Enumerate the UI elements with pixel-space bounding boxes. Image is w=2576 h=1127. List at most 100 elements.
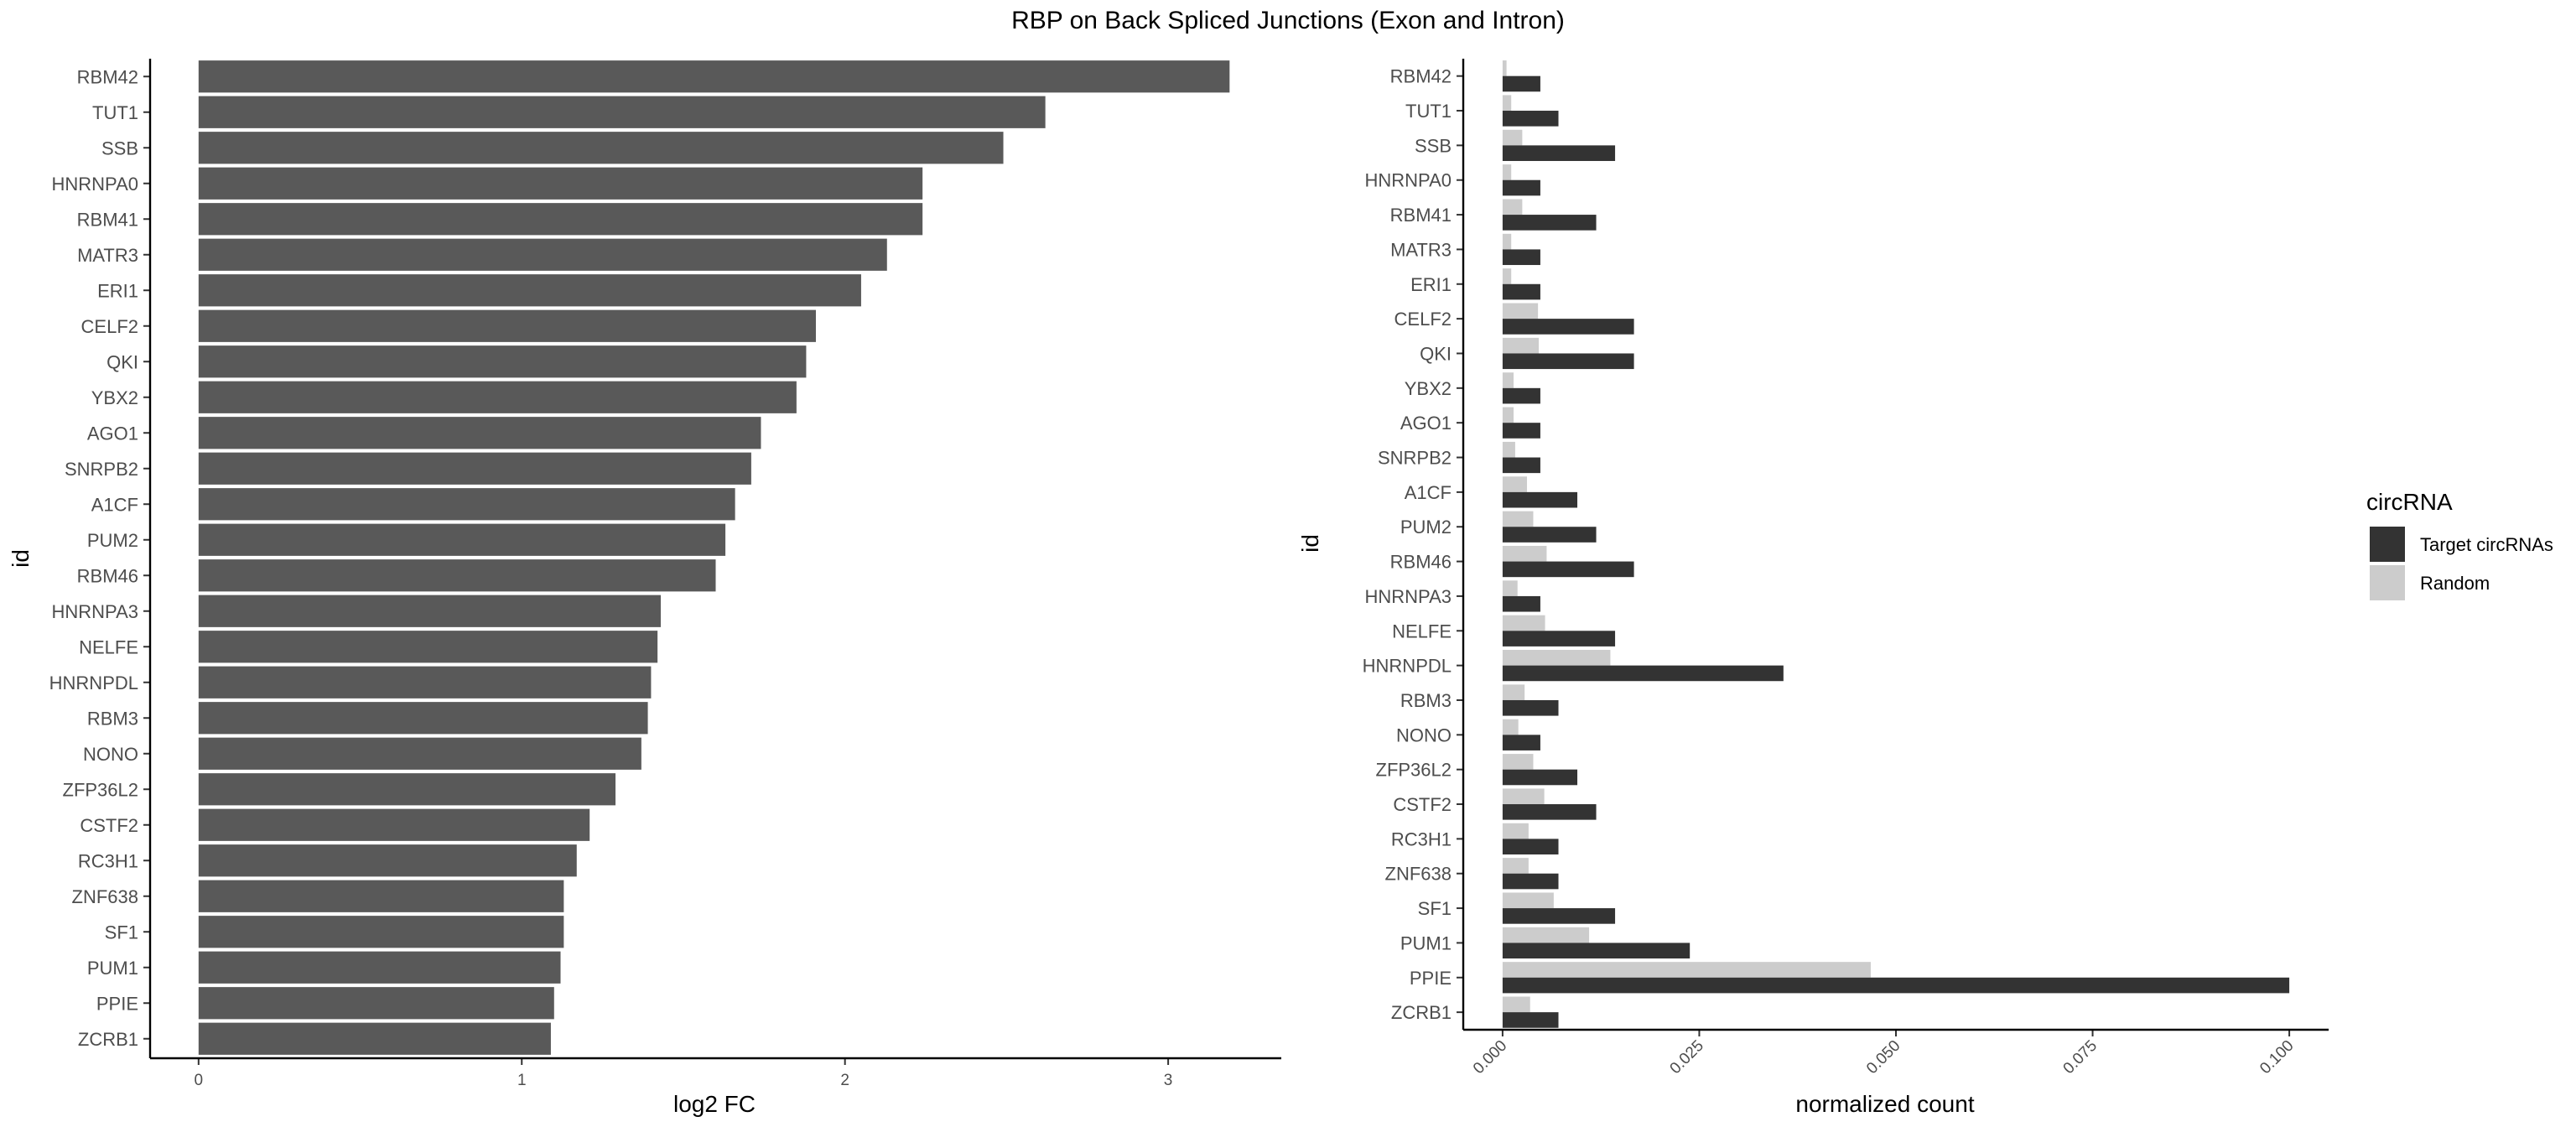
target-bar-hnrnpa0 xyxy=(1502,179,1540,196)
random-bar-ybx2 xyxy=(1502,372,1514,388)
left-y-label-rbm41: RBM41 xyxy=(77,209,138,230)
target-bar-hnrnpdl xyxy=(1502,665,1784,682)
target-bar-sf1 xyxy=(1502,908,1616,924)
bar-hnrnpa3 xyxy=(198,595,661,627)
left-y-label-eri1: ERI1 xyxy=(97,280,138,301)
right-y-label-hnrnpa3: HNRNPA3 xyxy=(1364,586,1452,607)
bar-rc3h1 xyxy=(198,844,577,877)
right-y-label-rbm41: RBM41 xyxy=(1390,205,1452,226)
right-y-label-celf2: CELF2 xyxy=(1394,309,1452,330)
right-bars xyxy=(1502,60,2290,1028)
target-bar-qki xyxy=(1502,353,1634,370)
right-y-label-nelfe: NELFE xyxy=(1392,621,1452,641)
left-y-label-zcrb1: ZCRB1 xyxy=(78,1029,138,1050)
target-bar-rbm42 xyxy=(1502,75,1540,92)
target-bar-ybx2 xyxy=(1502,387,1540,404)
left-y-label-qki: QKI xyxy=(106,351,138,372)
random-bar-hnrnpa3 xyxy=(1502,580,1518,596)
right-y-label-ppie: PPIE xyxy=(1410,968,1452,989)
random-bar-matr3 xyxy=(1502,233,1512,250)
right-y-label-rbm42: RBM42 xyxy=(1390,66,1452,87)
left-y-label-sf1: SF1 xyxy=(105,922,138,943)
random-bar-rc3h1 xyxy=(1502,823,1529,839)
bar-zfp36l2 xyxy=(198,773,616,806)
random-bar-tut1 xyxy=(1502,95,1512,112)
right-y-label-cstf2: CSTF2 xyxy=(1393,794,1452,815)
random-bar-zfp36l2 xyxy=(1502,754,1534,770)
target-bar-rbm3 xyxy=(1502,699,1559,716)
left-panel: RBM42 TUT1 SSB HNRNPA0 RBM41 MATR3 ERI1 CELF2 QK… xyxy=(8,59,1281,1117)
bar-matr3 xyxy=(198,238,887,271)
target-bar-ago1 xyxy=(1502,423,1540,439)
left-y-label-ago1: AGO1 xyxy=(87,423,138,444)
target-bar-tut1 xyxy=(1502,111,1559,127)
left-y-label-ssb: SSB xyxy=(101,138,138,158)
bar-pum1 xyxy=(198,951,561,984)
bar-a1cf xyxy=(198,488,735,521)
right-y-label-ssb: SSB xyxy=(1415,135,1452,156)
bar-ppie xyxy=(198,987,554,1020)
right-y-label-ago1: AGO1 xyxy=(1400,413,1452,434)
left-y-label-cstf2: CSTF2 xyxy=(80,815,138,836)
right-y-label-znf638: ZNF638 xyxy=(1385,864,1452,885)
random-bar-pum2 xyxy=(1502,511,1534,527)
random-bar-rbm46 xyxy=(1502,545,1547,562)
right-y-label-tut1: TUT1 xyxy=(1405,101,1452,122)
bar-sf1 xyxy=(198,916,564,948)
bar-zcrb1 xyxy=(198,1022,551,1055)
left-y-label-celf2: CELF2 xyxy=(81,316,138,337)
target-bar-matr3 xyxy=(1502,249,1540,266)
right-y-label-a1cf: A1CF xyxy=(1405,482,1452,503)
bar-cstf2 xyxy=(198,808,590,841)
left-bars xyxy=(198,60,1230,1055)
random-bar-ppie xyxy=(1502,962,1871,978)
left-y-label-ppie: PPIE xyxy=(96,993,138,1014)
left-y-label-nono: NONO xyxy=(83,744,138,765)
bar-rbm3 xyxy=(198,702,648,735)
random-bar-celf2 xyxy=(1502,303,1539,319)
bar-rbm46 xyxy=(198,559,716,592)
right-x-axis-title: normalized count xyxy=(1795,1091,1974,1117)
left-y-label-ybx2: YBX2 xyxy=(91,387,138,408)
target-bar-cstf2 xyxy=(1502,804,1597,820)
right-x-tick-label: 0.000 xyxy=(1470,1037,1510,1078)
target-bar-a1cf xyxy=(1502,491,1578,508)
target-bar-pum1 xyxy=(1502,943,1690,959)
right-y-axis-title: id xyxy=(1297,534,1323,553)
random-bar-pum1 xyxy=(1502,927,1590,943)
random-bar-snrpb2 xyxy=(1502,441,1515,458)
legend: circRNA Target circRNAs Random xyxy=(2366,489,2553,600)
target-bar-celf2 xyxy=(1502,319,1634,335)
left-y-label-rbm42: RBM42 xyxy=(77,66,138,87)
bar-hnrnpa0 xyxy=(198,167,923,200)
right-y-tick-labels: RBM42 TUT1 SSB HNRNPA0 RBM41 MATR3 ERI1 CELF2 QK… xyxy=(1363,66,1463,1023)
right-y-label-ybx2: YBX2 xyxy=(1405,378,1452,399)
right-y-label-zcrb1: ZCRB1 xyxy=(1391,1002,1452,1023)
target-bar-zfp36l2 xyxy=(1502,769,1578,786)
right-x-tick-label: 0.075 xyxy=(2060,1037,2101,1078)
right-x-tick-label: 0.025 xyxy=(1667,1037,1707,1078)
right-y-label-pum2: PUM2 xyxy=(1400,517,1452,538)
bar-pum2 xyxy=(198,523,726,556)
right-y-label-zfp36l2: ZFP36L2 xyxy=(1376,760,1452,781)
right-y-label-hnrnpdl: HNRNPDL xyxy=(1363,656,1452,677)
right-x-tick-label: 0.050 xyxy=(1863,1037,1903,1078)
random-bar-zcrb1 xyxy=(1502,996,1530,1013)
left-y-label-rc3h1: RC3H1 xyxy=(78,850,138,871)
bar-hnrnpdl xyxy=(198,666,652,699)
bar-eri1 xyxy=(198,274,861,307)
bar-ybx2 xyxy=(198,381,797,413)
right-y-label-rbm46: RBM46 xyxy=(1390,552,1452,573)
target-bar-rbm46 xyxy=(1502,561,1634,578)
target-bar-ppie xyxy=(1502,977,2290,994)
target-bar-eri1 xyxy=(1502,283,1540,300)
left-y-label-rbm46: RBM46 xyxy=(77,565,138,586)
random-bar-hnrnpdl xyxy=(1502,650,1611,666)
bar-ssb xyxy=(198,132,1004,164)
left-x-tick-label: 3 xyxy=(1164,1072,1173,1089)
target-bar-rc3h1 xyxy=(1502,839,1559,854)
random-bar-rbm41 xyxy=(1502,199,1523,216)
left-x-tick-label: 0 xyxy=(195,1072,204,1089)
right-y-label-pum1: PUM1 xyxy=(1400,932,1452,953)
